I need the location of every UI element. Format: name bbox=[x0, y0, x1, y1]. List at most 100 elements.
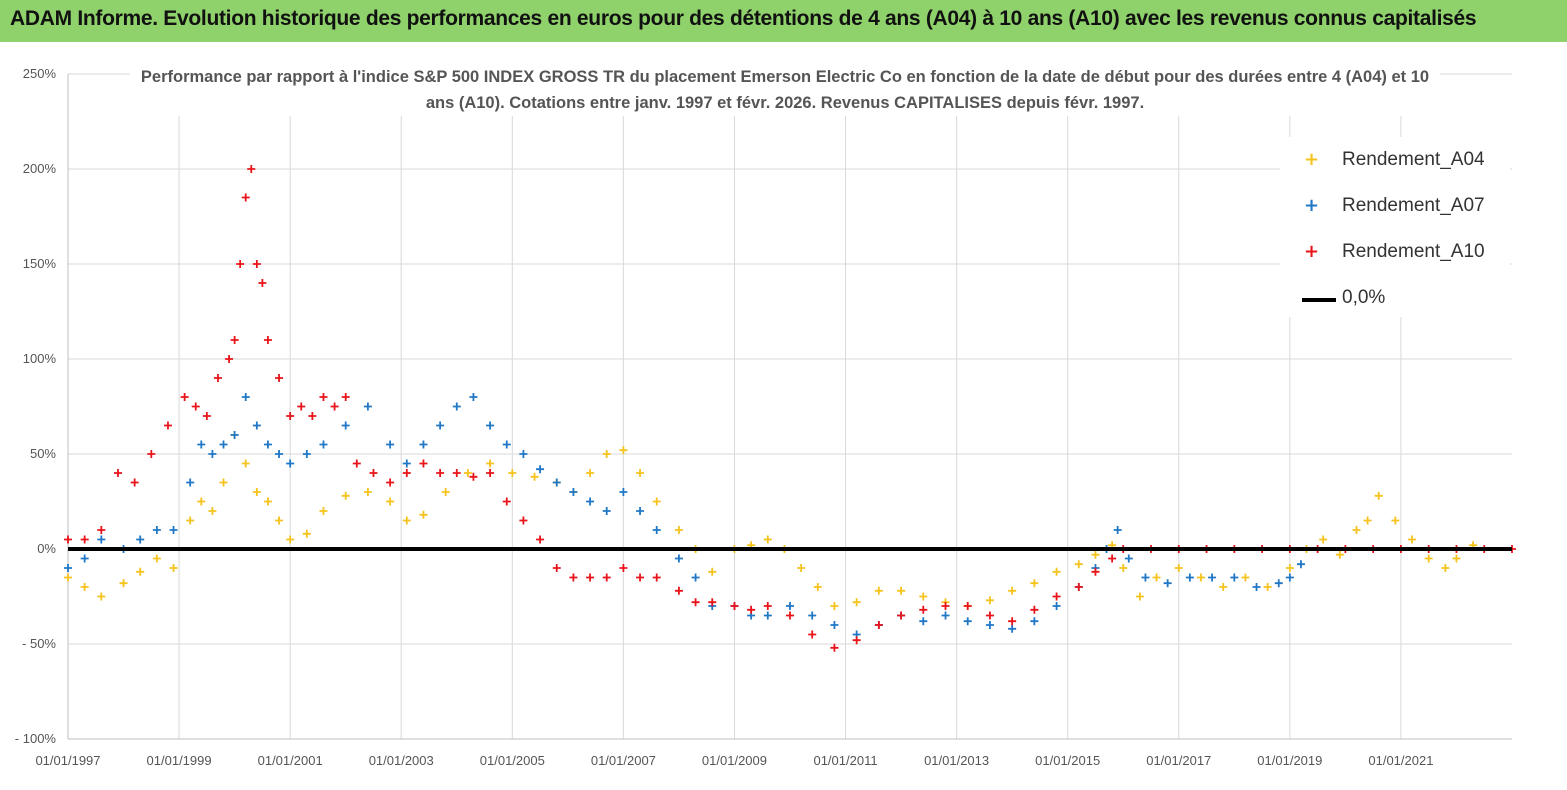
series-Rendement_A10 bbox=[64, 165, 1516, 652]
x-tick-label: 01/01/2001 bbox=[258, 753, 323, 768]
y-tick-label: - 50% bbox=[22, 636, 56, 651]
data-point bbox=[402, 516, 411, 525]
data-point bbox=[519, 450, 528, 458]
data-point bbox=[113, 469, 122, 477]
data-point bbox=[1052, 567, 1061, 576]
data-point bbox=[252, 421, 261, 430]
data-point bbox=[452, 402, 461, 411]
data-point bbox=[1285, 564, 1294, 572]
y-tick-label: 50% bbox=[30, 446, 56, 461]
x-tick-label: 01/01/1997 bbox=[35, 753, 100, 768]
data-point bbox=[674, 554, 683, 563]
data-point bbox=[586, 497, 595, 506]
data-point bbox=[386, 478, 395, 487]
data-point bbox=[241, 393, 250, 401]
data-point bbox=[1008, 586, 1017, 595]
x-tick-label: 01/01/2003 bbox=[369, 753, 434, 768]
data-point bbox=[119, 579, 128, 588]
page-title: ADAM Informe. Evolution historique des p… bbox=[10, 7, 1477, 30]
data-point bbox=[402, 469, 411, 477]
data-point bbox=[319, 393, 328, 401]
data-point bbox=[191, 402, 200, 411]
legend-label: 0,0% bbox=[1342, 287, 1386, 308]
data-point bbox=[1052, 592, 1061, 601]
x-tick-label: 01/01/2017 bbox=[1146, 753, 1211, 768]
data-point bbox=[97, 535, 106, 544]
data-point bbox=[652, 497, 661, 506]
data-point bbox=[919, 592, 928, 601]
data-point bbox=[330, 402, 339, 411]
data-point bbox=[536, 535, 545, 544]
data-point bbox=[1141, 573, 1150, 582]
data-point bbox=[502, 440, 511, 449]
x-tick-label: 01/01/2011 bbox=[813, 753, 877, 768]
data-point bbox=[747, 605, 756, 614]
series-Rendement_A07 bbox=[64, 393, 1305, 639]
data-point bbox=[208, 450, 217, 458]
data-point bbox=[1363, 516, 1372, 525]
data-point bbox=[1274, 579, 1283, 588]
data-point bbox=[1030, 579, 1039, 588]
data-point bbox=[80, 535, 89, 544]
data-point bbox=[830, 643, 839, 652]
data-point bbox=[319, 507, 328, 515]
data-point bbox=[586, 469, 595, 477]
data-point bbox=[241, 193, 250, 202]
data-point bbox=[419, 440, 428, 449]
data-point bbox=[1319, 535, 1328, 544]
data-point bbox=[508, 469, 517, 477]
data-point bbox=[152, 554, 161, 563]
x-tick-label: 01/01/1999 bbox=[147, 753, 212, 768]
data-point bbox=[1263, 583, 1272, 591]
x-tick-label: 01/01/2007 bbox=[591, 753, 656, 768]
data-point bbox=[1113, 526, 1122, 534]
data-point bbox=[252, 488, 261, 496]
data-point bbox=[1124, 554, 1133, 563]
data-point bbox=[636, 469, 645, 477]
data-point bbox=[352, 459, 361, 468]
data-point bbox=[874, 586, 883, 595]
data-point bbox=[186, 516, 195, 525]
data-point bbox=[225, 355, 234, 363]
data-point bbox=[197, 440, 206, 449]
data-point bbox=[486, 469, 495, 477]
data-point bbox=[286, 459, 295, 468]
data-point bbox=[297, 402, 306, 411]
data-point bbox=[436, 421, 445, 430]
data-point bbox=[64, 573, 72, 582]
data-point bbox=[80, 583, 89, 591]
data-point bbox=[1241, 573, 1250, 582]
data-point bbox=[219, 478, 228, 487]
series-Rendement_A04 bbox=[64, 431, 1478, 610]
data-point bbox=[941, 611, 950, 620]
data-point bbox=[1074, 560, 1083, 569]
data-point bbox=[602, 450, 611, 458]
data-point bbox=[602, 507, 611, 515]
data-point bbox=[275, 516, 284, 525]
data-point bbox=[152, 526, 161, 534]
data-point bbox=[1441, 564, 1450, 572]
data-point bbox=[1008, 617, 1017, 626]
data-point bbox=[180, 393, 189, 401]
data-point bbox=[219, 440, 228, 449]
data-point bbox=[236, 260, 245, 268]
data-point bbox=[1185, 573, 1194, 582]
data-point bbox=[97, 526, 106, 534]
data-point bbox=[1091, 550, 1100, 559]
legend-item-a07: + Rendement_A07 bbox=[1280, 193, 1510, 223]
data-point bbox=[1196, 573, 1205, 582]
data-point bbox=[1174, 564, 1183, 572]
data-point bbox=[341, 421, 350, 430]
data-point bbox=[619, 488, 628, 496]
data-point bbox=[536, 465, 545, 474]
data-point bbox=[1163, 579, 1172, 588]
data-point bbox=[452, 469, 461, 477]
legend-line-icon bbox=[1302, 298, 1336, 302]
data-point bbox=[241, 459, 250, 468]
data-point bbox=[97, 592, 106, 601]
data-point bbox=[569, 488, 578, 496]
data-point bbox=[469, 393, 478, 401]
series-points bbox=[64, 165, 1516, 652]
chart-legend: + Rendement_A04 + Rendement_A07 + Rendem… bbox=[1280, 137, 1510, 317]
data-point bbox=[1230, 573, 1239, 582]
